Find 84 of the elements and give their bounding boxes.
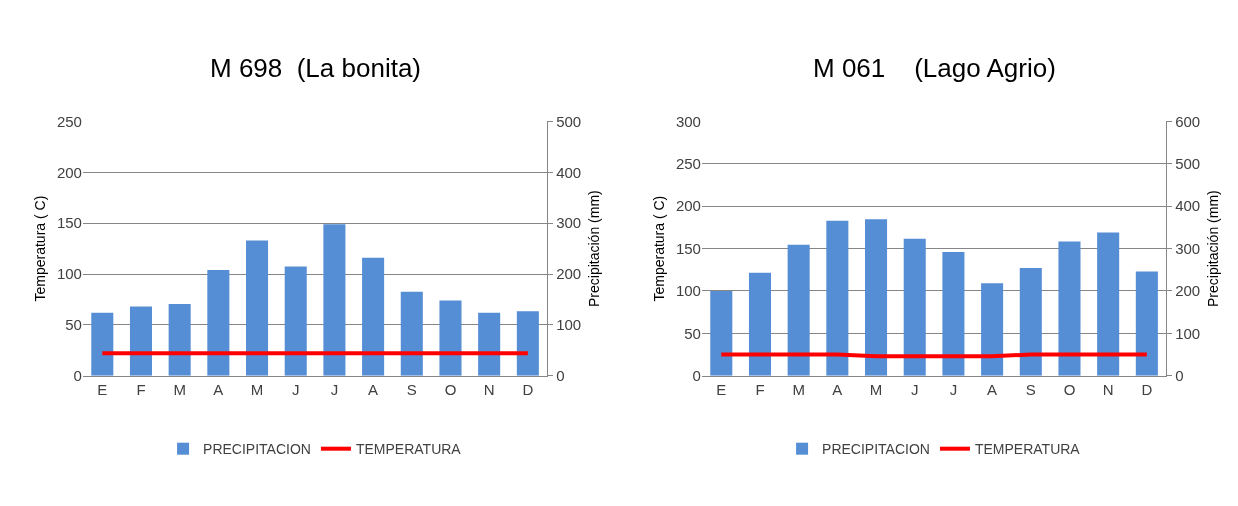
y2-tick-label: 200 — [1175, 282, 1201, 300]
y-tick-label: 200 — [56, 163, 82, 181]
chart-title: M 061 (Lago Agrio) — [813, 53, 1056, 83]
x-tick-label: O — [444, 380, 457, 398]
x-tick-label: A — [368, 380, 379, 398]
y-tick-label: 50 — [684, 324, 701, 342]
y-tick-label: 100 — [675, 282, 701, 300]
bar — [284, 266, 307, 376]
y-tick-label: 0 — [692, 367, 701, 384]
y2-tick-label: 500 — [556, 112, 582, 130]
y-tick-label: 0 — [73, 367, 82, 384]
bar — [478, 312, 501, 376]
y-axis-title: Temperatura ( C) — [31, 195, 48, 302]
bar — [323, 224, 346, 376]
x-tick-label: J — [291, 380, 300, 398]
y-tick-label: 200 — [675, 197, 701, 215]
y2-tick-label: 400 — [556, 163, 582, 181]
bar — [439, 300, 462, 376]
x-tick-label: M — [173, 380, 186, 398]
y2-axis-title: Precipitación (mm) — [585, 190, 602, 307]
y2-tick-label: 300 — [556, 214, 582, 232]
x-tick-label: F — [755, 380, 765, 398]
x-tick-label: F — [136, 380, 146, 398]
y2-tick-label: 400 — [1175, 197, 1201, 215]
y2-tick-label: 100 — [1175, 324, 1201, 342]
bar — [903, 238, 926, 376]
y2-tick-label: 100 — [556, 316, 582, 334]
x-tick-label: E — [716, 380, 727, 398]
x-tick-label: D — [522, 380, 534, 398]
x-tick-label: J — [910, 380, 919, 398]
x-tick-label: S — [406, 380, 417, 398]
x-tick-label: D — [1141, 380, 1153, 398]
y-tick-label: 150 — [675, 239, 701, 257]
bar — [91, 312, 114, 376]
x-tick-label: O — [1063, 380, 1076, 398]
bar — [942, 252, 965, 376]
bar — [362, 257, 385, 376]
y2-tick-label: 0 — [1175, 367, 1184, 384]
x-tick-label: J — [330, 380, 339, 398]
bar — [207, 269, 230, 376]
x-tick-label: M — [250, 380, 264, 398]
bar — [246, 240, 269, 376]
y-tick-label: 250 — [56, 112, 82, 130]
y-tick-label: 250 — [675, 155, 701, 173]
bar — [710, 290, 733, 376]
y-tick-label: 50 — [65, 316, 82, 334]
x-tick-label: A — [987, 380, 998, 398]
bar — [1058, 241, 1081, 376]
y2-tick-label: 200 — [556, 265, 582, 283]
chart-title: M 698 (La bonita) — [210, 53, 422, 83]
x-tick-label: M — [792, 380, 805, 398]
bar — [1019, 268, 1042, 376]
bar — [865, 219, 888, 376]
bar — [400, 291, 423, 376]
y2-tick-label: 0 — [556, 367, 565, 384]
legend-label: TEMPERATURA — [355, 441, 462, 458]
y2-tick-label: 600 — [1175, 112, 1201, 130]
bar — [748, 272, 772, 376]
x-tick-label: S — [1025, 380, 1036, 398]
bar — [516, 311, 539, 376]
bar — [1097, 232, 1120, 376]
x-tick-label: E — [97, 380, 108, 398]
x-tick-label: A — [832, 380, 843, 398]
x-tick-label: N — [483, 380, 495, 398]
bar — [168, 304, 191, 376]
legend-label: PRECIPITACION — [203, 441, 311, 458]
x-tick-label: M — [869, 380, 883, 398]
x-tick-label: N — [1102, 380, 1114, 398]
y2-tick-label: 500 — [1175, 155, 1201, 173]
bar — [826, 220, 849, 376]
bar — [787, 244, 810, 376]
bar — [1135, 271, 1158, 376]
x-tick-label: A — [213, 380, 224, 398]
y2-axis-title: Precipitación (mm) — [1204, 190, 1221, 307]
bar — [129, 306, 153, 376]
legend-label: PRECIPITACION — [822, 441, 930, 458]
y-tick-label: 100 — [56, 265, 82, 283]
y-axis-title: Temperatura ( C) — [650, 195, 667, 302]
bar — [981, 283, 1004, 376]
y-tick-label: 150 — [56, 214, 82, 232]
legend-label: TEMPERATURA — [974, 441, 1081, 458]
x-tick-label: J — [949, 380, 958, 398]
y-tick-label: 300 — [675, 112, 701, 130]
y2-tick-label: 300 — [1175, 239, 1201, 257]
